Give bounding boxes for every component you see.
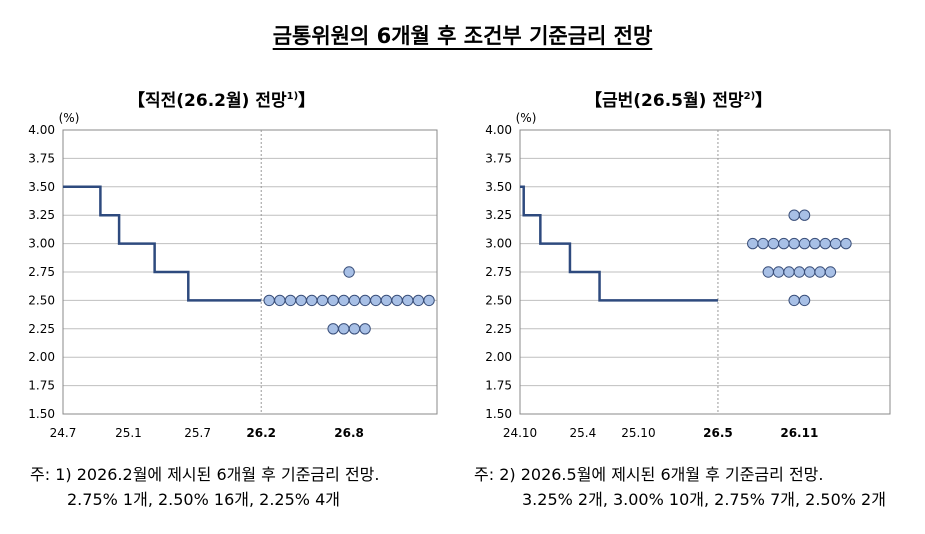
left-subtitle-end: 】 (298, 91, 316, 111)
right-y-tick-label: 3.50 (485, 180, 512, 194)
left-y-tick-label: 3.00 (28, 237, 55, 251)
left-forecast-dot (359, 323, 371, 335)
right-forecast-dot (767, 237, 780, 250)
right-x-tick-label: 25.10 (621, 426, 655, 440)
right-x-tick-label: 25.4 (570, 426, 597, 440)
right-subtitle-footnote: 2) (743, 91, 756, 102)
left-forecast-dot (263, 294, 275, 307)
left-y-tick-label: 3.50 (28, 180, 55, 194)
left-plot-border (62, 129, 438, 415)
right-subtitle-end: 】 (755, 91, 773, 111)
right-y-tick-label: 2.25 (485, 322, 512, 336)
left-forecast-dot (306, 294, 318, 307)
right-forecast-dot (778, 237, 790, 250)
left-forecast-dot (380, 294, 393, 307)
right-footnote: 주: 2) 2026.5월에 제시된 6개월 후 기준금리 전망. 3.25% … (474, 462, 886, 512)
left-y-tick-label: 2.50 (28, 293, 55, 307)
left-footnote-line1: 주: 1) 2026.2월에 제시된 6개월 후 기준금리 전망. (30, 465, 380, 484)
left-y-tick-label: 1.75 (28, 379, 55, 393)
left-footnote-line2: 2.75% 1개, 2.50% 16개, 2.25% 4개 (67, 490, 340, 509)
left-y-tick-label: 2.00 (28, 350, 55, 364)
left-forecast-dot (423, 294, 435, 307)
left-forecast-dot (284, 294, 297, 307)
right-forecast-dot (819, 237, 831, 250)
left-forecast-dot (316, 294, 329, 307)
right-x-tick-label: 26.11 (780, 426, 818, 440)
left-y-tick-label: 4.00 (28, 123, 55, 137)
left-forecast-dot (274, 294, 286, 307)
right-y-unit-label: (%) (516, 111, 537, 125)
right-forecast-dot (772, 266, 785, 278)
right-y-tick-label: 2.00 (485, 350, 512, 364)
right-forecast-dot (804, 266, 816, 278)
right-y-tick-label: 3.75 (485, 151, 512, 165)
right-forecast-dot (793, 266, 806, 278)
left-subtitle-footnote: 1) (286, 91, 299, 102)
left-forecast-dot (327, 294, 339, 307)
right-forecast-dot (824, 266, 837, 278)
left-forecast-dot (412, 294, 425, 307)
left-y-tick-label: 1.50 (28, 407, 55, 421)
left-x-tick-label: 24.7 (50, 426, 77, 440)
right-forecast-dot (809, 237, 821, 250)
left-x-tick-label: 26.2 (246, 426, 276, 440)
right-forecast-dot (788, 294, 800, 307)
left-x-tick-label: 25.7 (184, 426, 211, 440)
right-y-tick-label: 1.75 (485, 379, 512, 393)
right-plot-border (519, 129, 891, 415)
left-forecast-dot (338, 294, 350, 307)
right-forecast-dot (788, 209, 800, 221)
right-y-tick-label: 1.50 (485, 407, 512, 421)
left-x-tick-label: 25.1 (115, 426, 142, 440)
right-y-tick-label: 3.00 (485, 237, 512, 251)
left-forecast-dot (359, 294, 371, 307)
left-y-unit-label: (%) (59, 111, 80, 125)
right-footnote-line1: 주: 2) 2026.5월에 제시된 6개월 후 기준금리 전망. (474, 465, 824, 484)
right-forecast-dot (814, 266, 826, 278)
left-forecast-dot (402, 294, 414, 307)
left-forecast-dot (295, 294, 307, 307)
right-forecast-dot (798, 294, 811, 307)
right-forecast-dot (829, 237, 842, 250)
left-y-tick-label: 2.75 (28, 265, 55, 279)
left-y-tick-label: 2.25 (28, 322, 55, 336)
left-forecast-dot (343, 266, 355, 278)
right-forecast-dot (840, 237, 852, 250)
right-y-tick-label: 3.25 (485, 208, 512, 222)
right-forecast-dot (798, 209, 811, 221)
left-footnote: 주: 1) 2026.2월에 제시된 6개월 후 기준금리 전망. 2.75% … (30, 462, 379, 512)
left-forecast-dot (338, 323, 350, 335)
left-history-line (63, 185, 262, 302)
right-x-tick-label: 24.10 (503, 426, 537, 440)
right-forecast-dot (783, 266, 795, 278)
left-forecast-dot (348, 323, 361, 335)
page-title-text: 금통위원의 6개월 후 조건부 기준금리 전망 (272, 24, 653, 48)
left-forecast-dot (327, 323, 339, 335)
right-forecast-dot (757, 237, 769, 250)
left-chart-subtitle: 【직전(26.2월) 전망1)】 (128, 86, 315, 111)
right-chart-subtitle: 【금번(26.5월) 전망2)】 (585, 86, 772, 111)
right-subtitle-text: 【금번(26.5월) 전망 (585, 91, 744, 111)
left-y-tick-label: 3.25 (28, 208, 55, 222)
right-forecast-dot (798, 237, 811, 250)
right-forecast-dot (747, 237, 759, 250)
left-y-tick-label: 3.75 (28, 151, 55, 165)
right-y-tick-label: 4.00 (485, 123, 512, 137)
right-x-tick-label: 26.5 (703, 426, 733, 440)
left-forecast-dot (391, 294, 403, 307)
left-forecast-dot (370, 294, 382, 307)
left-subtitle-text: 【직전(26.2월) 전망 (128, 91, 287, 111)
right-footnote-line2: 3.25% 2개, 3.00% 10개, 2.75% 7개, 2.50% 2개 (522, 490, 886, 509)
right-forecast-dot (788, 237, 800, 250)
page-title: 금통위원의 6개월 후 조건부 기준금리 전망 (0, 20, 925, 50)
left-forecast-dot (348, 294, 361, 307)
left-x-tick-label: 26.8 (334, 426, 364, 440)
right-y-tick-label: 2.50 (485, 293, 512, 307)
right-forecast-dot (762, 266, 774, 278)
right-history-line (520, 185, 718, 302)
right-y-tick-label: 2.75 (485, 265, 512, 279)
